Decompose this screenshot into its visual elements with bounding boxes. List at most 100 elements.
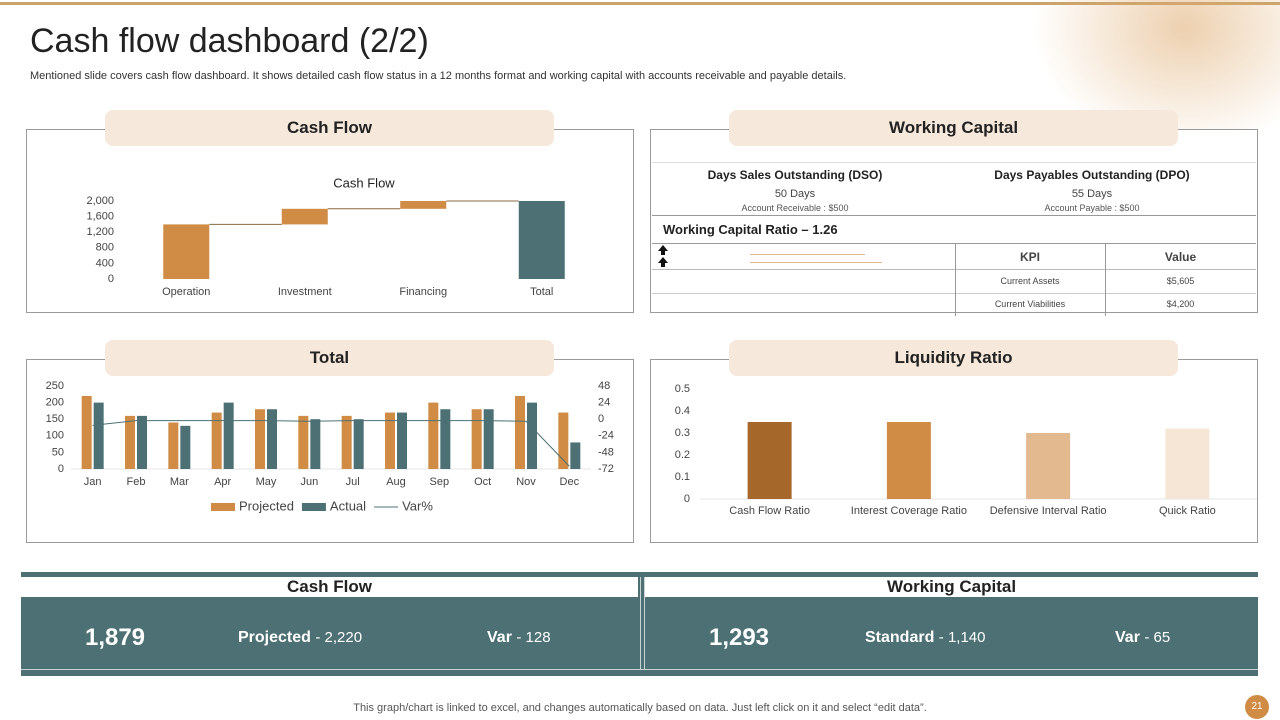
bar <box>298 415 309 469</box>
bar <box>471 409 482 469</box>
dso-detail: Account Receivable : $500 <box>741 203 849 213</box>
bar <box>428 402 439 469</box>
y-tick-label: 0 <box>58 463 64 475</box>
y-tick-label: 24 <box>598 397 610 409</box>
top-rule <box>0 2 1280 5</box>
table-header: Value <box>1164 250 1197 264</box>
x-tick-label: Total <box>530 286 553 298</box>
page-number: 21 <box>1245 695 1269 719</box>
x-tick-label: May <box>256 476 277 488</box>
table-header: KPI <box>1019 250 1040 264</box>
bar <box>1165 428 1210 499</box>
summary-label: Var <box>1115 629 1140 646</box>
bar <box>518 201 565 279</box>
table-cell: Current Assets <box>1000 276 1060 286</box>
y-tick-label: 400 <box>96 257 114 269</box>
bar <box>440 409 451 469</box>
bar <box>281 208 328 225</box>
panel-header: Working Capital <box>729 110 1178 146</box>
slide-title: Cash flow dashboard (2/2) <box>30 22 429 60</box>
y-tick-label: 800 <box>96 242 114 254</box>
x-tick-label: Apr <box>214 476 231 488</box>
bar <box>747 422 792 499</box>
panel-header: Total <box>105 340 554 376</box>
total-chart: 0 50 100 150 200 250 -72 -48 -24 0 24 48 Jan Feb Mar Ap… <box>46 380 614 514</box>
x-tick-label: Cash Flow Ratio <box>729 505 810 517</box>
summary-divider <box>644 577 645 670</box>
footer-note: This graph/chart is linked to excel, and… <box>353 702 927 714</box>
dpo-detail: Account Payable : $500 <box>1044 203 1140 213</box>
x-tick-label: Operation <box>162 286 210 298</box>
legend-label: Var% <box>402 498 433 513</box>
slide-subtitle: Mentioned slide covers cash flow dashboa… <box>30 70 847 82</box>
summary-number: - 1,140 <box>938 629 986 646</box>
legend-label: Actual <box>330 498 366 513</box>
bar <box>397 412 407 469</box>
x-tick-label: Defensive Interval Ratio <box>990 505 1107 517</box>
x-tick-label: Sep <box>430 476 450 488</box>
dso-title: Days Sales Outstanding (DSO) <box>707 168 883 182</box>
bar <box>81 395 92 469</box>
accent-line <box>750 254 865 255</box>
x-tick-label: Aug <box>386 476 406 488</box>
x-tick-label: Feb <box>127 476 146 488</box>
y-tick-label: 48 <box>598 380 610 392</box>
y-tick-label: 0 <box>598 413 604 425</box>
working-capital-panel <box>650 129 1258 313</box>
summary-divider <box>640 577 641 670</box>
legend-swatch <box>211 503 235 511</box>
bar <box>353 419 364 469</box>
x-tick-label: Dec <box>560 476 580 488</box>
chart-title: Cash Flow <box>333 175 395 190</box>
summary-item: Var - 128 <box>487 622 551 654</box>
summary-footer-line <box>21 669 1258 670</box>
summary-value: 1,293 <box>708 624 770 651</box>
line <box>92 420 570 467</box>
bar <box>137 415 147 469</box>
x-tick-label: Quick Ratio <box>1159 505 1216 517</box>
bar <box>400 201 447 209</box>
summary-header-strip <box>645 577 1258 597</box>
summary-item: Var - 65 <box>1115 622 1170 654</box>
legend-label: Projected <box>239 498 294 513</box>
bar <box>125 415 135 469</box>
bar <box>223 402 234 469</box>
y-tick-label: 2,000 <box>86 195 114 207</box>
x-tick-label: Mar <box>170 476 189 488</box>
summary-item: Standard - 1,140 <box>865 622 986 654</box>
y-tick-label: -48 <box>598 446 614 458</box>
summary-label: Var <box>487 629 512 646</box>
panel-header: Liquidity Ratio <box>729 340 1178 376</box>
summary-header-strip <box>21 577 638 597</box>
bar <box>558 412 569 469</box>
summary-value: 1,879 <box>84 624 146 651</box>
bar <box>385 412 395 469</box>
x-tick-label: Oct <box>474 476 491 488</box>
bar <box>180 425 191 469</box>
bar <box>527 402 537 469</box>
y-tick-label: -24 <box>598 430 614 442</box>
x-tick-label: Investment <box>278 286 332 298</box>
summary-label: Standard <box>865 629 935 646</box>
y-tick-label: -72 <box>598 463 614 475</box>
bar <box>515 395 525 469</box>
x-tick-label: Nov <box>516 476 536 488</box>
y-tick-label: 50 <box>52 446 64 458</box>
divider <box>652 243 1256 244</box>
table-cell: $4,200 <box>1166 299 1195 309</box>
x-tick-label: Financing <box>399 286 447 298</box>
x-tick-label: Interest Coverage Ratio <box>851 505 967 517</box>
dso-days: 50 Days <box>774 188 816 200</box>
divider <box>652 269 1256 270</box>
x-tick-label: Jul <box>346 476 360 488</box>
summary-number: - 65 <box>1144 629 1171 646</box>
bar <box>886 422 931 499</box>
divider <box>652 162 1256 163</box>
bar <box>341 415 352 469</box>
divider <box>652 293 1256 294</box>
summary-number: - 128 <box>516 629 551 646</box>
cash-flow-chart: 0 400 800 1,200 1,600 2,000 Cash Flow Operation… <box>86 175 565 298</box>
bar <box>483 409 494 469</box>
divider <box>652 215 1256 216</box>
